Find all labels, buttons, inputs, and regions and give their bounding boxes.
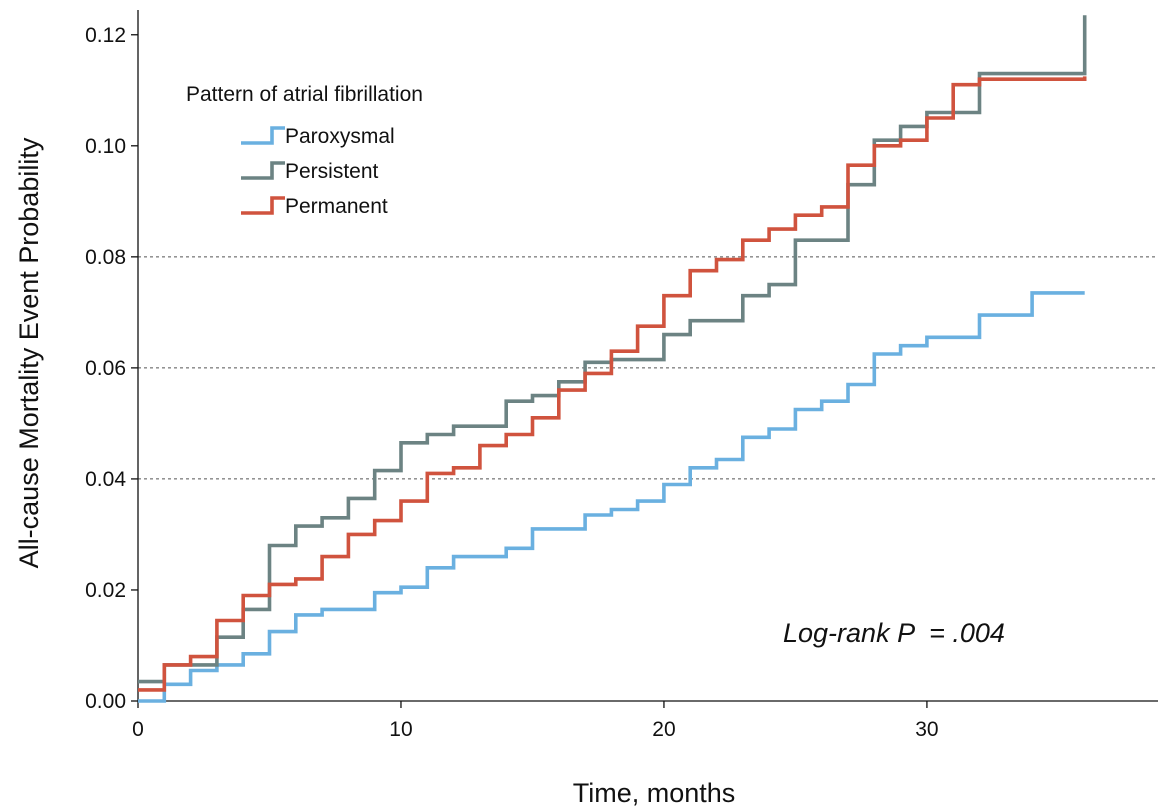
legend-swatch-permanent [241,196,285,215]
y-tick-label: 0.02 [85,579,126,602]
series-lines [138,15,1087,703]
y-tick-label: 0.04 [85,468,126,491]
legend-label-permanent: Permanent [285,195,388,218]
legend-swatch-paroxysmal [241,126,285,145]
legend-swatch-persistent [241,161,285,180]
y-axis-title: All-cause Mortality Event Probability [14,137,44,568]
x-tick-label: 20 [652,718,675,741]
series-line-persistent [138,15,1087,684]
x-tick-label: 10 [389,718,412,741]
legend-title: Pattern of atrial fibrillation [186,83,423,106]
series-line-paroxysmal [138,291,1085,703]
y-tick-label: 0.06 [85,357,126,380]
y-tick-label: 0.00 [85,690,126,713]
legend: Pattern of atrial fibrillation Paroxysmal… [186,83,423,218]
legend-label-persistent: Persistent [285,160,379,183]
x-tick-label: 30 [915,718,938,741]
x-axis-title: Time, months [573,778,736,808]
legend-label-paroxysmal: Paroxysmal [285,125,395,148]
series-line-permanent [138,76,1087,692]
x-tick-label: 0 [132,718,144,741]
y-tick-label: 0.10 [85,135,126,158]
log-rank-annotation: Log-rank P = .004 [783,618,1005,648]
y-tick-label: 0.08 [85,246,126,269]
gridlines [138,256,1158,480]
y-tick-label: 0.12 [85,24,126,47]
